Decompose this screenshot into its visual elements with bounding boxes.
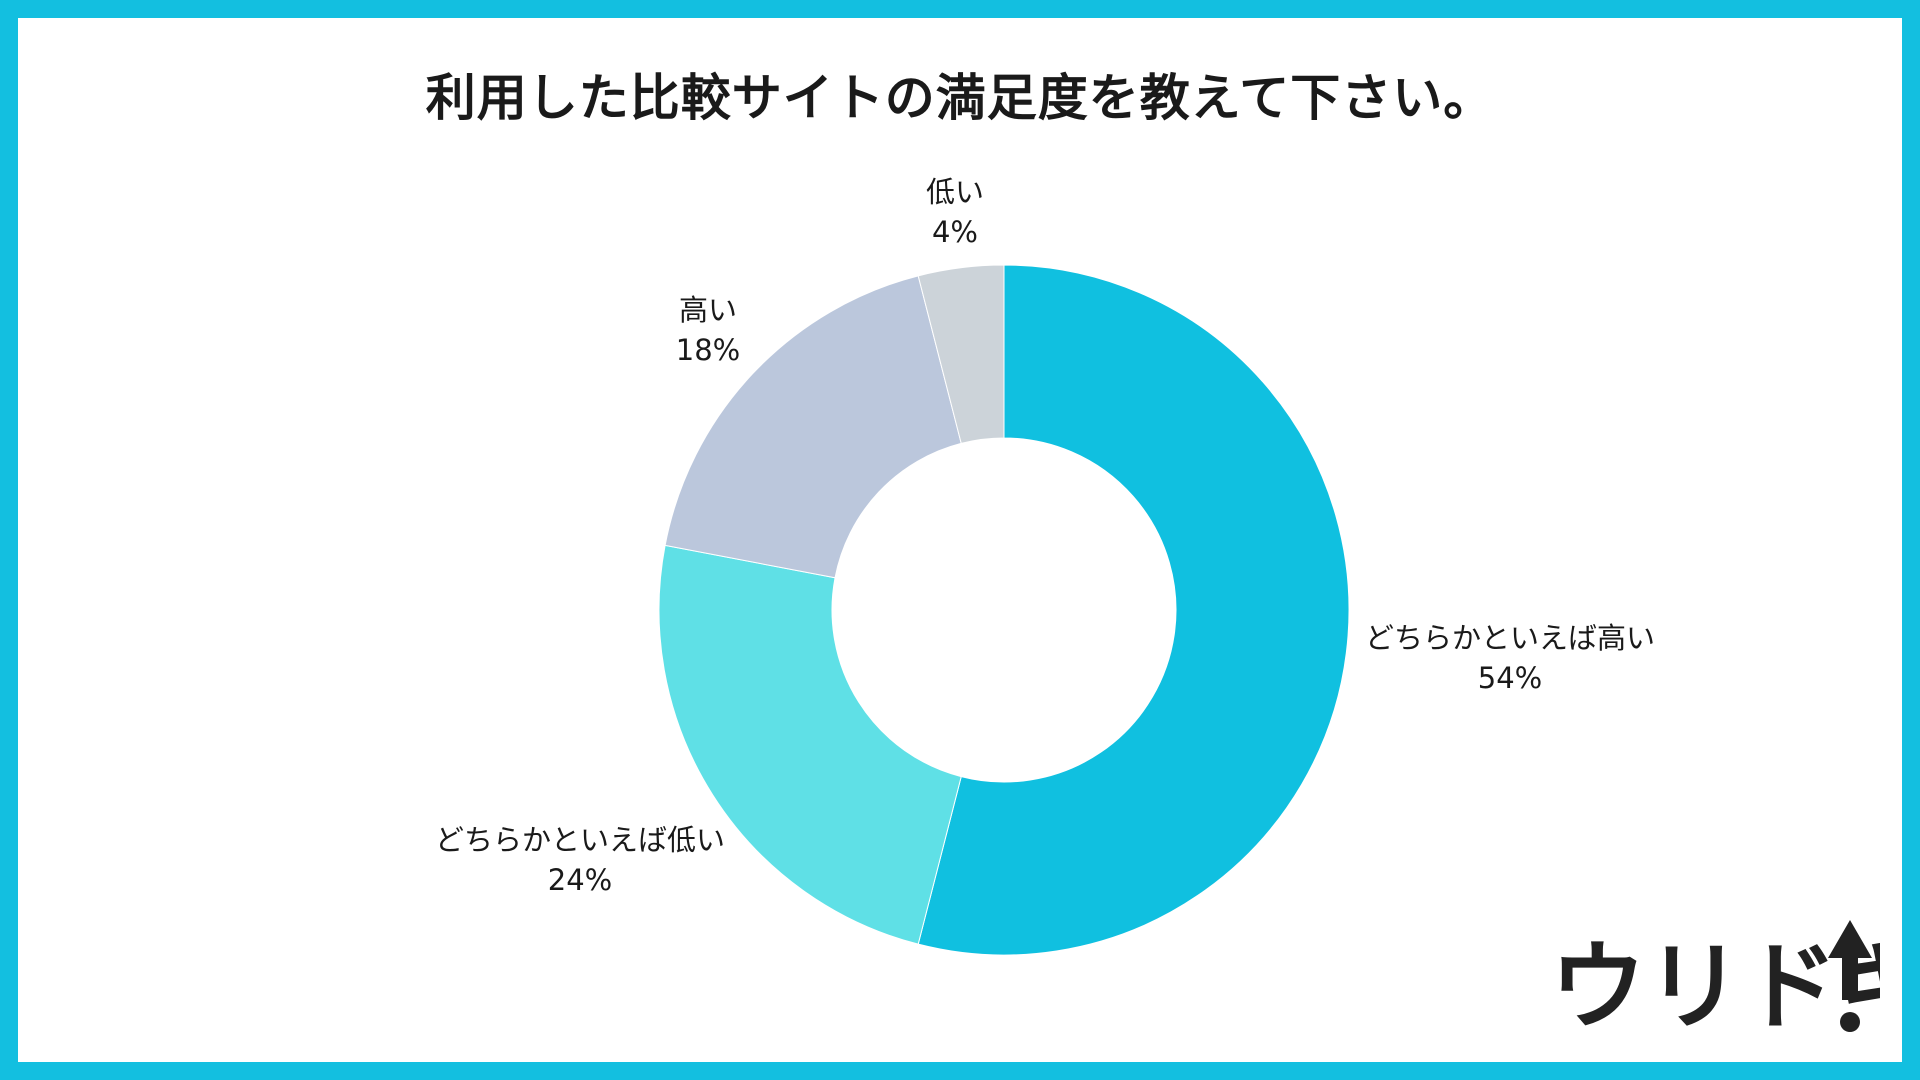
slice-value-1: 54% bbox=[1478, 661, 1542, 695]
urideki-logo: ウリドキ bbox=[1550, 920, 1880, 1040]
slice-value-4: 4% bbox=[932, 215, 978, 249]
pie-slice-1 bbox=[917, 264, 1350, 956]
slice-label-1: どちらかといえば高い bbox=[1365, 621, 1655, 655]
slice-label-2: どちらかといえば低い bbox=[435, 823, 725, 857]
up-arrow-icon bbox=[1828, 920, 1872, 1032]
slice-value-2: 24% bbox=[548, 863, 612, 897]
pie-slice-4 bbox=[917, 264, 1005, 445]
pie-slice-3 bbox=[664, 275, 962, 579]
pie-slice-2 bbox=[658, 544, 962, 945]
slice-label-4: 低い bbox=[926, 175, 984, 209]
chart-title: 利用した比較サイトの満足度を教えて下さい。 bbox=[425, 69, 1495, 127]
slice-label-3: 高い bbox=[679, 293, 737, 327]
logo-text: ウリドキ bbox=[1550, 931, 1880, 1040]
slice-value-3: 18% bbox=[676, 333, 740, 367]
